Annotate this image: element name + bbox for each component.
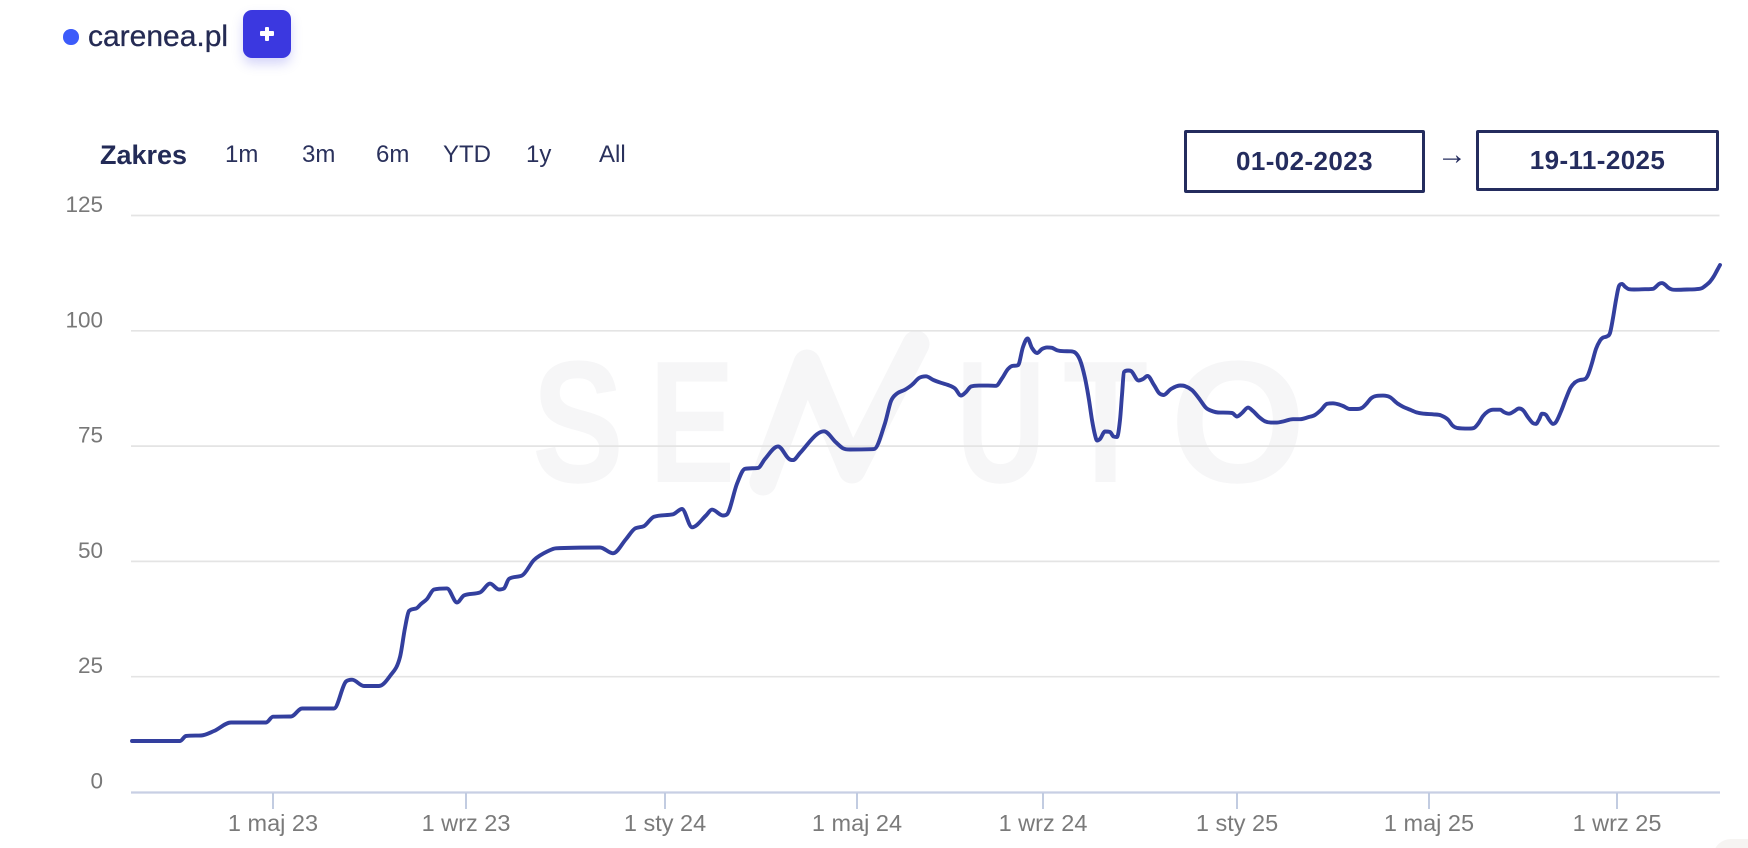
svg-text:25: 25 (78, 653, 103, 678)
svg-text:1 sty 24: 1 sty 24 (624, 810, 706, 836)
svg-text:E: E (649, 324, 735, 519)
svg-text:50: 50 (78, 538, 103, 563)
svg-text:75: 75 (78, 423, 103, 448)
svg-text:1 sty 25: 1 sty 25 (1196, 810, 1278, 836)
svg-text:0: 0 (90, 769, 103, 794)
svg-text:U: U (956, 324, 1046, 519)
svg-text:1 maj 24: 1 maj 24 (812, 810, 902, 836)
svg-text:100: 100 (65, 307, 103, 332)
svg-text:S: S (532, 324, 624, 519)
svg-text:1 maj 23: 1 maj 23 (228, 810, 318, 836)
svg-text:1 wrz 25: 1 wrz 25 (1573, 810, 1662, 836)
svg-text:125: 125 (65, 192, 103, 217)
svg-text:1 wrz 23: 1 wrz 23 (422, 810, 511, 836)
svg-text:1 maj 25: 1 maj 25 (1384, 810, 1474, 836)
svg-text:1 wrz 24: 1 wrz 24 (999, 810, 1088, 836)
